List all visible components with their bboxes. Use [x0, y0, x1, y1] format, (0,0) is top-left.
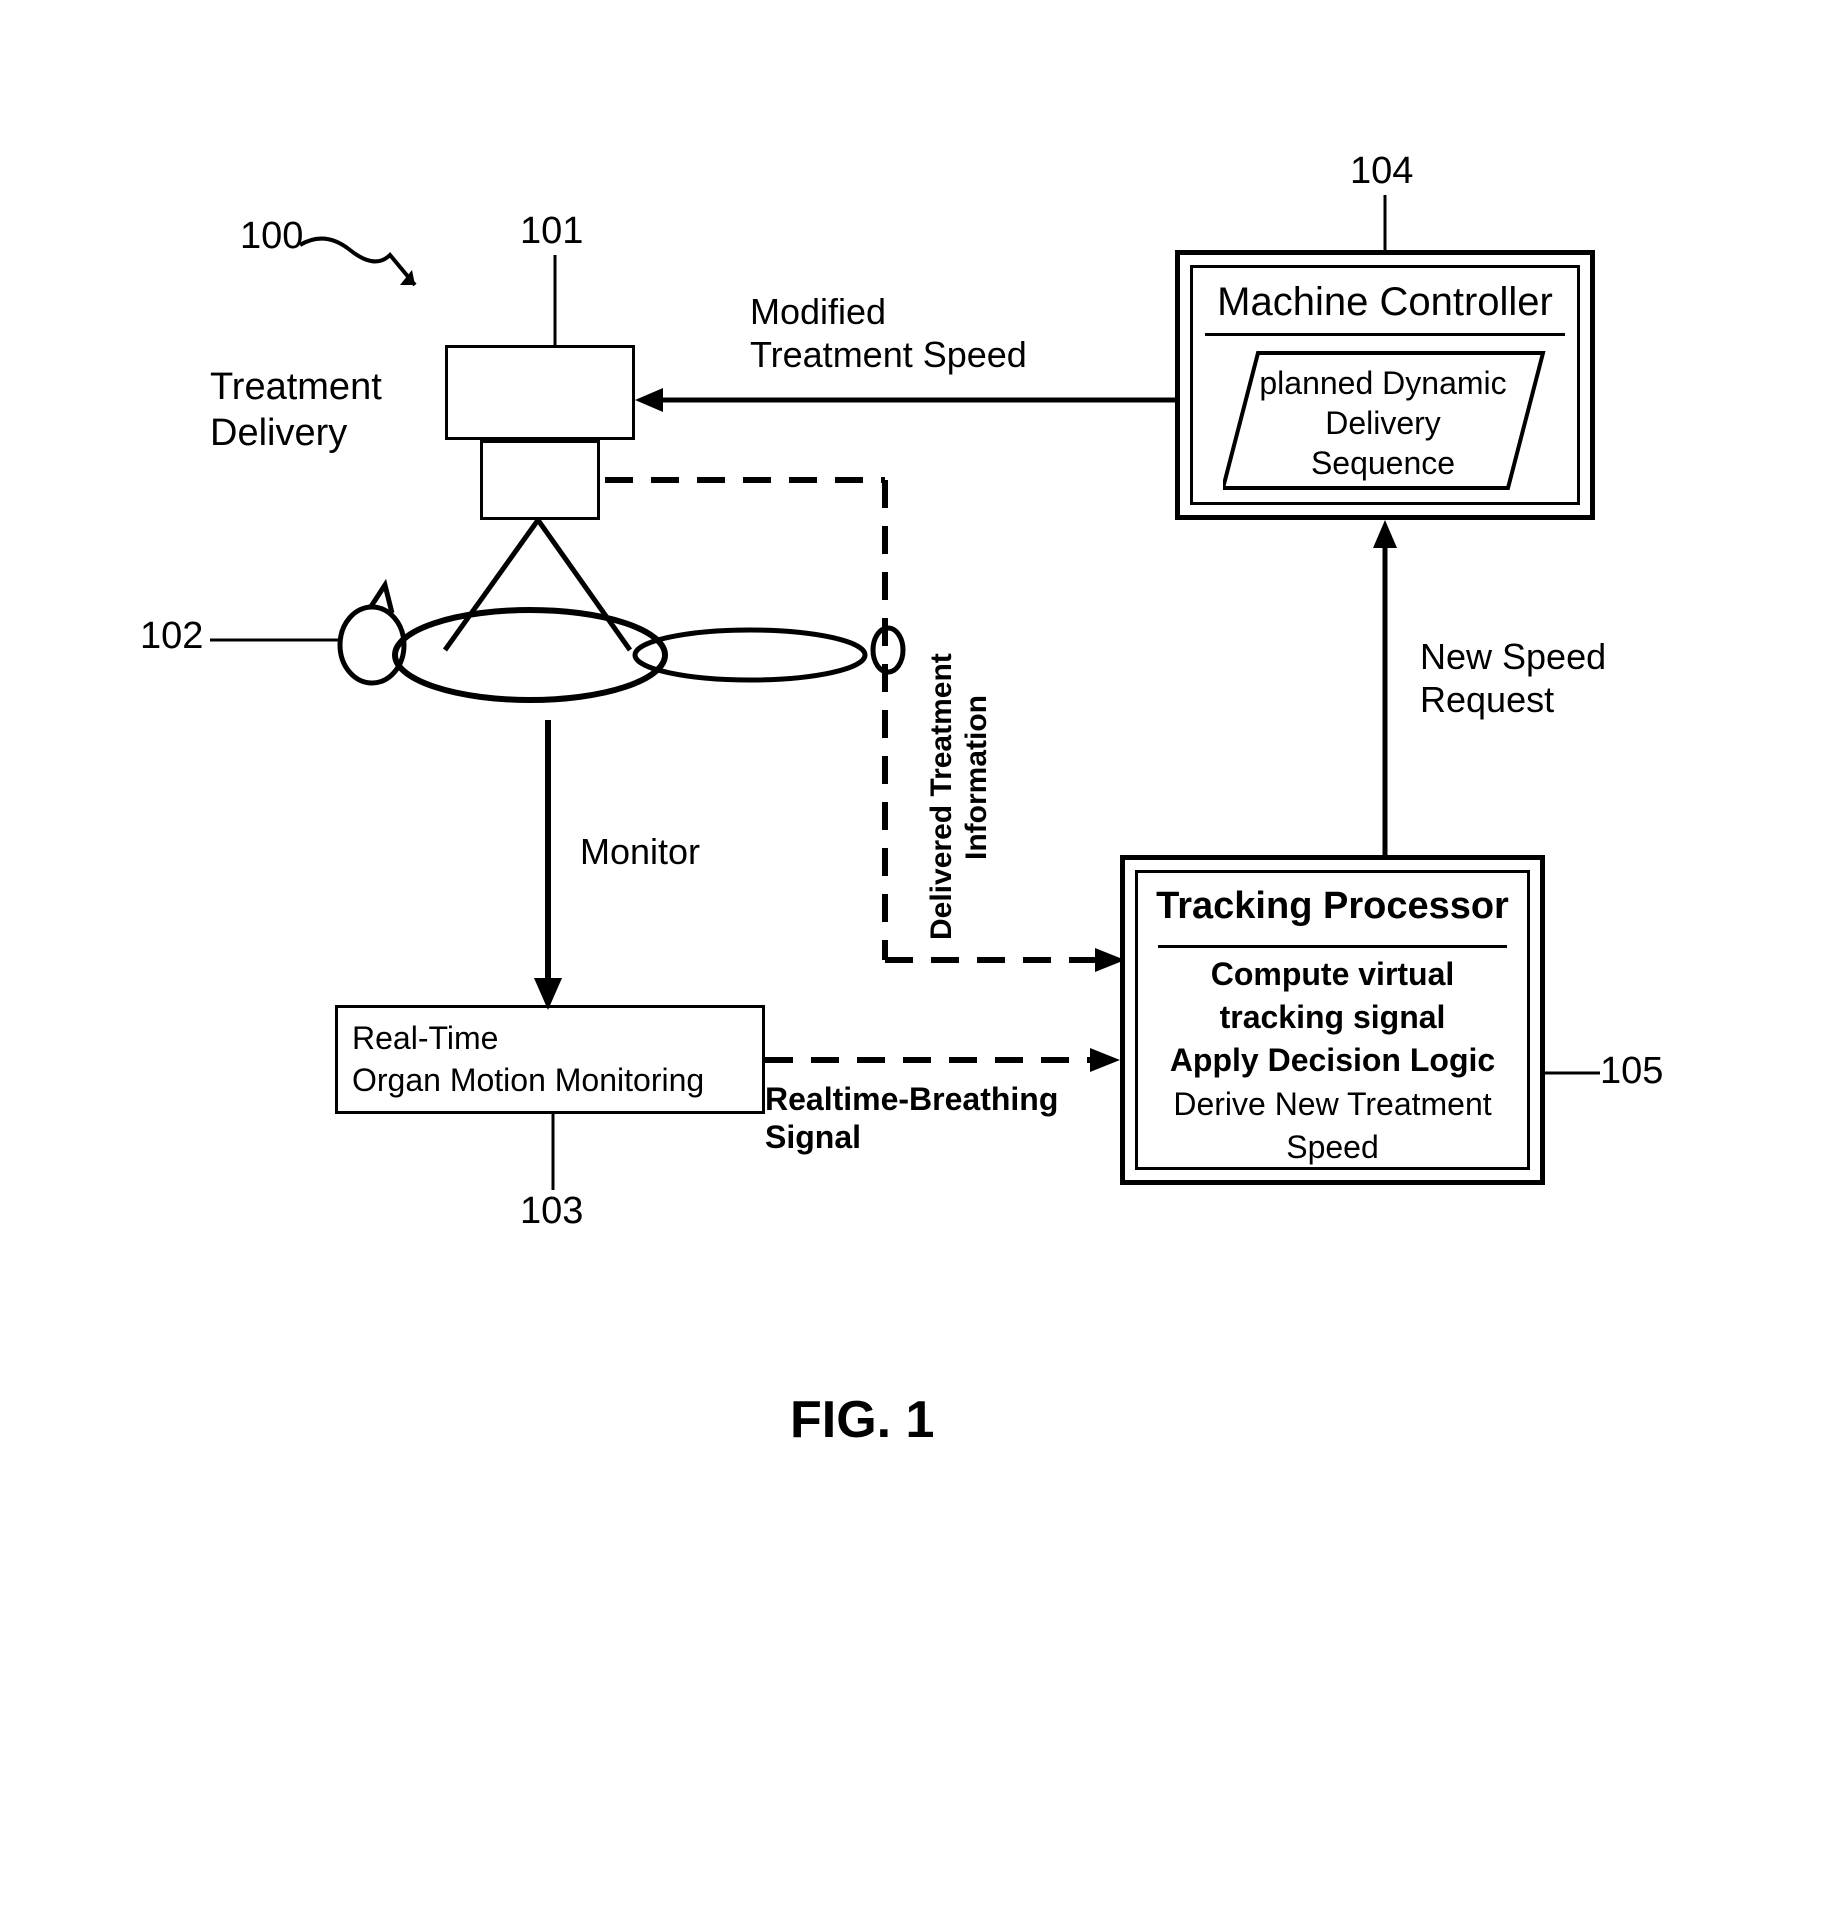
treatment-delivery-label: Treatment Delivery: [210, 365, 382, 456]
lead-line-102: [210, 635, 340, 645]
delivery-sequence-parallelogram: planned Dynamic Delivery Sequence: [1233, 353, 1533, 493]
tracking-processor-body: Compute virtual tracking signal Apply De…: [1138, 953, 1527, 1169]
delivered-info-label-2: Information: [960, 695, 994, 860]
machine-controller-box: Machine Controller planned Dynamic Deliv…: [1175, 250, 1595, 520]
ref-103: 103: [520, 1190, 583, 1233]
arrow-new-speed: [1365, 520, 1405, 860]
lead-line-104: [1380, 195, 1390, 250]
arrow-monitor: [528, 720, 568, 1010]
ref-105: 105: [1600, 1050, 1663, 1093]
ref-104: 104: [1350, 150, 1413, 193]
ref-100: 100: [240, 215, 303, 258]
delivery-sequence-text: planned Dynamic Delivery Sequence: [1253, 363, 1513, 483]
diagram-container: 100 101 102 103 104 105 Treatment Delive…: [140, 190, 1700, 1590]
realtime-monitoring-box: Real-Time Organ Motion Monitoring: [335, 1005, 765, 1114]
new-speed-label: New Speed Request: [1420, 635, 1606, 721]
lead-line-103: [548, 1110, 558, 1190]
ref-102: 102: [140, 615, 203, 658]
arrow-breathing-signal: [765, 1040, 1135, 1080]
arrow-modified-speed: [635, 380, 1180, 420]
arrow-delivered-info: [595, 470, 1135, 990]
wavy-arrow-100: [295, 230, 445, 320]
delivered-info-label-1: Delivered Treatment: [925, 653, 959, 940]
modified-speed-label: Modified Treatment Speed: [750, 290, 1027, 376]
breathing-signal-label: Realtime-Breathing Signal: [765, 1080, 1058, 1157]
machine-controller-title: Machine Controller: [1193, 280, 1577, 325]
lead-line-105: [1545, 1068, 1600, 1078]
tracking-processor-box: Tracking Processor Compute virtual track…: [1120, 855, 1545, 1185]
figure-caption: FIG. 1: [790, 1390, 934, 1450]
tracking-processor-title: Tracking Processor: [1138, 885, 1527, 928]
lead-line-101: [550, 255, 560, 347]
ref-101: 101: [520, 210, 583, 253]
